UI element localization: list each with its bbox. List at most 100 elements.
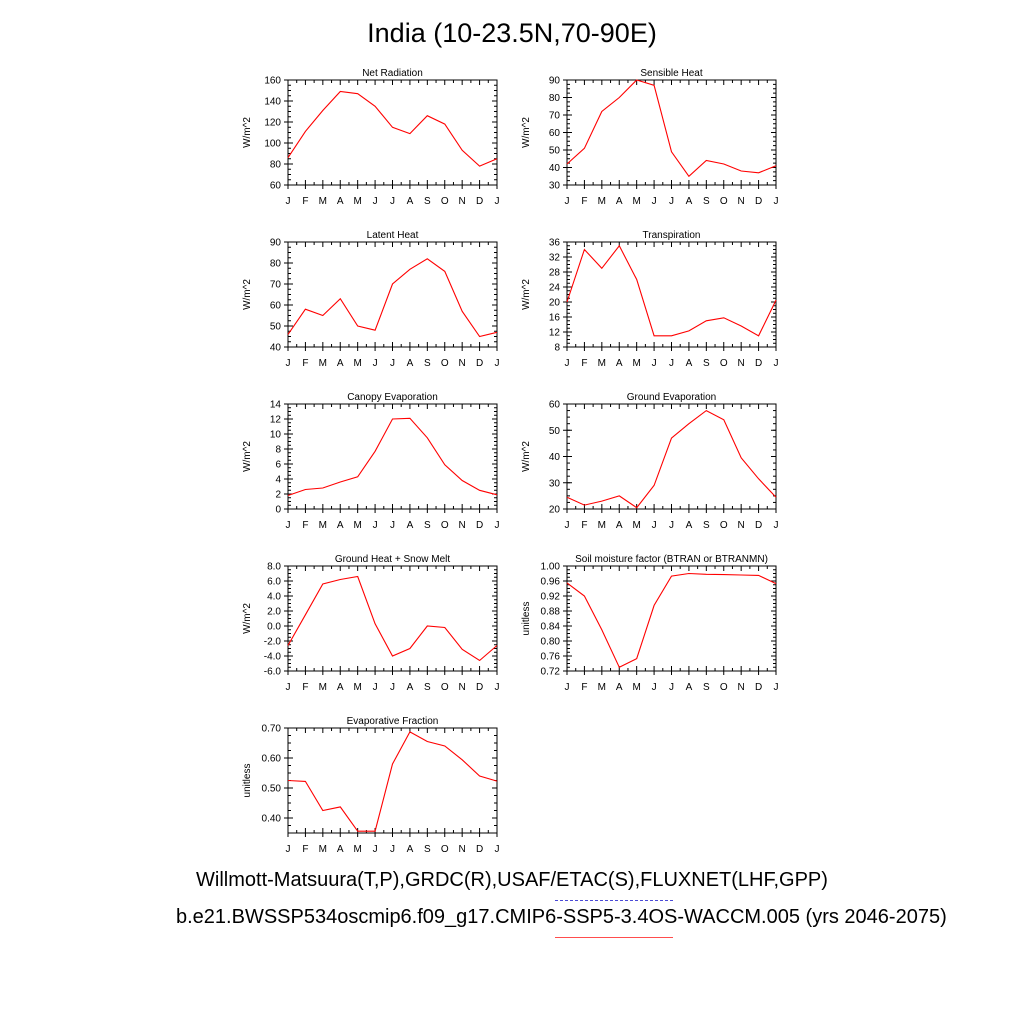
x-tick-label: M xyxy=(353,196,361,207)
legend-model-solid-line xyxy=(555,937,673,938)
x-tick-label: J xyxy=(774,520,779,531)
x-tick-label: A xyxy=(686,520,693,531)
series-line-0 xyxy=(566,409,777,509)
x-tick-label: N xyxy=(459,196,466,207)
x-tick-label: D xyxy=(755,682,762,693)
x-tick-label: M xyxy=(319,682,327,693)
x-tick-label: O xyxy=(441,196,449,207)
x-tick-label: M xyxy=(319,520,327,531)
y-tick-label: 70 xyxy=(270,280,282,291)
x-tick-label: A xyxy=(337,196,344,207)
y-tick-label: 80 xyxy=(270,160,282,171)
y-tick-label: 16 xyxy=(549,313,561,324)
y-tick-label: 2 xyxy=(275,490,281,501)
y-tick-label: 0 xyxy=(275,505,281,516)
y-axis-label: unitless xyxy=(242,764,253,798)
y-tick-label: 0.76 xyxy=(541,652,561,663)
x-tick-label: J xyxy=(669,520,674,531)
y-tick-label: 60 xyxy=(270,301,282,312)
x-tick-label: J xyxy=(495,682,500,693)
panel-title: Ground Heat + Snow Melt xyxy=(335,554,451,565)
y-tick-label: 80 xyxy=(270,259,282,270)
x-tick-label: O xyxy=(720,196,728,207)
series-line-0 xyxy=(287,258,498,338)
y-tick-label: 120 xyxy=(264,118,281,129)
y-tick-label: 70 xyxy=(549,111,561,122)
y-tick-label: 6 xyxy=(275,460,281,471)
y-tick-label: 1.00 xyxy=(541,562,561,573)
x-tick-label: N xyxy=(459,358,466,369)
y-tick-label: 20 xyxy=(549,298,561,309)
x-tick-label: J xyxy=(652,358,657,369)
x-tick-label: A xyxy=(686,196,693,207)
plot-frame xyxy=(287,241,498,348)
y-tick-label: 50 xyxy=(270,322,282,333)
x-tick-label: M xyxy=(353,682,361,693)
legend-obs-dashed-line xyxy=(555,900,673,901)
x-tick-label: O xyxy=(441,358,449,369)
panel-title: Sensible Heat xyxy=(640,68,702,79)
x-tick-label: M xyxy=(632,682,640,693)
y-tick-label: 0.60 xyxy=(262,754,282,765)
y-tick-label: 28 xyxy=(549,268,561,279)
panel-title: Ground Evaporation xyxy=(627,392,717,403)
x-tick-label: F xyxy=(581,358,587,369)
y-tick-label: 10 xyxy=(270,430,282,441)
y-tick-label: 50 xyxy=(549,426,561,437)
x-tick-label: J xyxy=(565,682,570,693)
y-tick-label: 4 xyxy=(275,475,281,486)
x-tick-label: J xyxy=(652,196,657,207)
y-tick-label: 0.40 xyxy=(262,814,282,825)
x-tick-label: D xyxy=(755,520,762,531)
panel-title: Evaporative Fraction xyxy=(347,716,439,727)
x-tick-label: O xyxy=(720,682,728,693)
x-tick-label: J xyxy=(669,196,674,207)
x-tick-label: J xyxy=(495,520,500,531)
x-tick-label: M xyxy=(598,358,606,369)
x-tick-label: M xyxy=(353,844,361,855)
x-tick-label: A xyxy=(616,358,623,369)
x-tick-label: A xyxy=(616,682,623,693)
x-tick-label: S xyxy=(424,520,431,531)
plot-frame xyxy=(566,403,777,510)
x-tick-label: S xyxy=(424,196,431,207)
x-tick-label: N xyxy=(738,682,745,693)
chart-panel-7: Soil moisture factor (BTRAN or BTRANMN) u… xyxy=(521,554,779,693)
y-axis-label: W/m^2 xyxy=(242,279,253,310)
x-tick-label: J xyxy=(373,196,378,207)
x-tick-label: J xyxy=(495,196,500,207)
x-tick-label: J xyxy=(390,844,395,855)
x-tick-label: S xyxy=(703,196,710,207)
x-tick-label: J xyxy=(286,844,291,855)
y-tick-label: -6.0 xyxy=(264,667,282,678)
panel-title: Canopy Evaporation xyxy=(347,392,438,403)
x-tick-label: J xyxy=(669,358,674,369)
x-tick-label: A xyxy=(337,358,344,369)
x-tick-label: D xyxy=(755,358,762,369)
x-tick-label: J xyxy=(774,358,779,369)
y-tick-label: 50 xyxy=(549,146,561,157)
plot-frame xyxy=(566,565,777,672)
x-tick-label: J xyxy=(774,196,779,207)
x-tick-label: F xyxy=(302,196,308,207)
y-tick-label: 12 xyxy=(549,328,561,339)
x-tick-label: S xyxy=(703,358,710,369)
chart-panel-8: Evaporative Fraction unitless 0.40 0.50 0.60… xyxy=(242,716,500,855)
x-tick-label: M xyxy=(319,358,327,369)
panel-title: Net Radiation xyxy=(362,68,423,79)
x-tick-label: A xyxy=(686,682,693,693)
series-line-0 xyxy=(287,575,498,662)
y-tick-label: 60 xyxy=(270,181,282,192)
series-line-0 xyxy=(566,572,777,669)
x-tick-label: S xyxy=(424,844,431,855)
x-tick-label: S xyxy=(424,682,431,693)
x-tick-label: A xyxy=(407,196,414,207)
y-axis-label: W/m^2 xyxy=(242,603,253,634)
series-line-0 xyxy=(287,731,498,832)
y-axis-label: unitless xyxy=(521,602,532,636)
y-tick-label: 20 xyxy=(549,505,561,516)
